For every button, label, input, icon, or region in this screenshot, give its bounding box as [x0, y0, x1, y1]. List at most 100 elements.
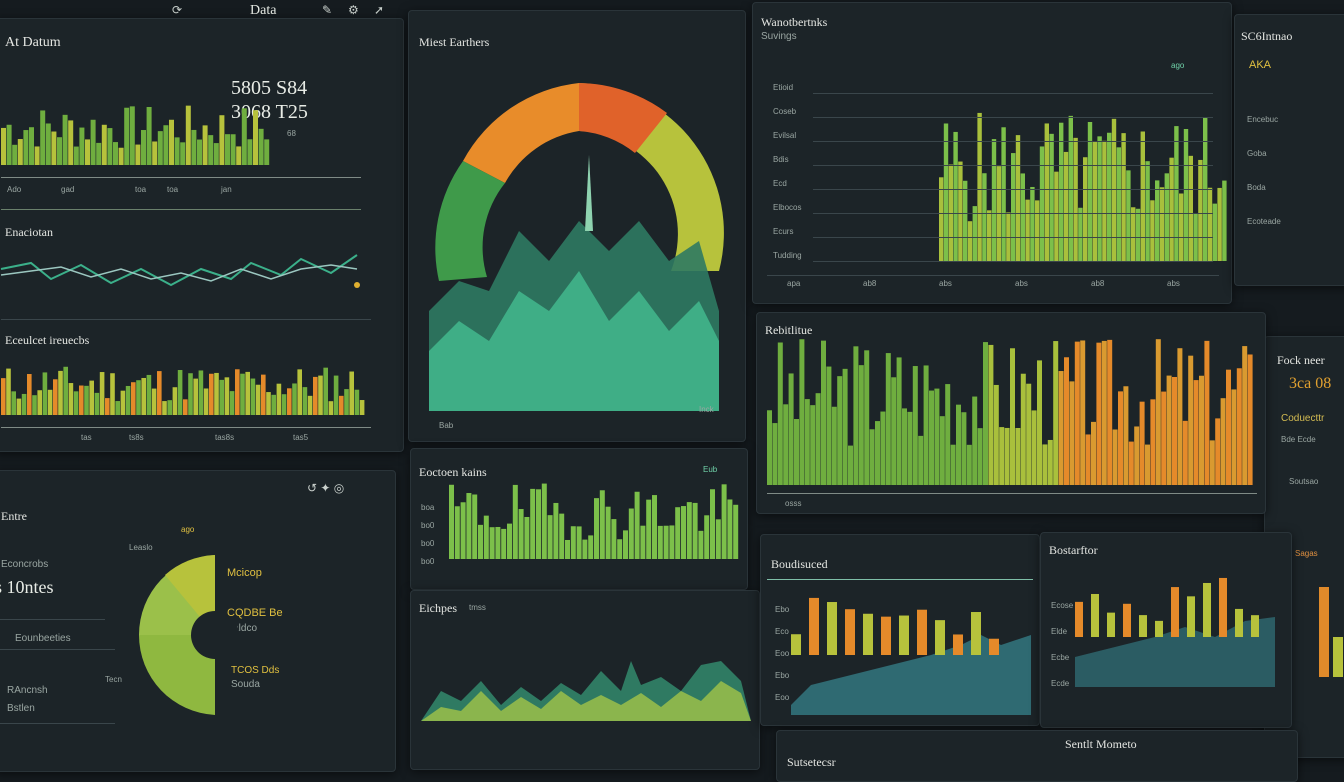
gauge-foot-left: Bab [439, 421, 454, 430]
label: Leaslo [129, 543, 153, 552]
chart-bar [1, 127, 6, 165]
chart-bar [1131, 207, 1136, 261]
grid-line [813, 117, 1213, 118]
activity-area-chart [421, 661, 751, 721]
chart-bar [582, 539, 588, 559]
chart-bar [1054, 171, 1059, 261]
chart-bar [1171, 587, 1179, 637]
chart-bar [1235, 608, 1243, 637]
panel-title: Entre [1, 509, 27, 523]
row-label: bo0 [421, 557, 435, 566]
chart-bar [821, 340, 826, 485]
label: TCOS Dds [231, 665, 280, 676]
chart-bar [287, 388, 292, 415]
chart-bar [297, 369, 302, 415]
chart-bar [1053, 341, 1059, 485]
chart-bar [863, 613, 873, 655]
chart-bar [989, 638, 999, 655]
chart-bar [934, 388, 940, 485]
chart-bar [681, 506, 686, 559]
pin-icon[interactable]: ➚ [374, 3, 385, 17]
chart-bar [966, 444, 972, 485]
row-label: Tudding [773, 251, 802, 260]
edit-icon[interactable]: ✎ [322, 3, 333, 17]
chart-bar [669, 525, 675, 559]
chart-bar [623, 530, 628, 559]
chart-bar [799, 339, 805, 485]
tag: AKA [1249, 59, 1272, 71]
chart-bar [1085, 434, 1091, 485]
chart-bar [977, 112, 982, 261]
chart-bar [219, 115, 225, 165]
chart-bar [23, 130, 29, 165]
chart-bar [349, 371, 354, 415]
chart-bar [961, 412, 967, 485]
chart-bar [1107, 339, 1113, 485]
chart-bar [972, 396, 978, 485]
chart-bar [1069, 381, 1075, 485]
label: CQDBE Be [227, 607, 283, 619]
chart-bar [559, 513, 565, 559]
chart-bar [489, 527, 495, 559]
chart-bar [1087, 122, 1093, 261]
chart-bar [40, 110, 46, 165]
chart-bar [1251, 615, 1259, 637]
chart-bar [219, 379, 224, 415]
panel-title: Fock neer [1277, 353, 1325, 367]
chart-bar [253, 110, 258, 165]
chart-bar [881, 616, 891, 655]
gauge-foot-right: Inck [699, 405, 714, 414]
section-title: Enaciotan [5, 225, 53, 239]
chart-bar [599, 490, 605, 559]
chart-bar [953, 634, 963, 655]
chart-bar [198, 370, 204, 415]
chart-bar [1247, 354, 1253, 485]
strip-right: Sentlt Mometo [1065, 737, 1137, 751]
chart-bar [1155, 620, 1163, 637]
chart-bar [939, 177, 944, 261]
chart-bar [131, 382, 136, 415]
chart-bar [247, 139, 253, 165]
chart-bar [188, 373, 193, 415]
chart-bar [6, 368, 11, 415]
area-bar-chart [939, 112, 1227, 262]
chart-bar [804, 399, 810, 485]
row-label: Elbocos [773, 203, 802, 212]
chart-bar [85, 139, 90, 165]
chart-bar [1226, 369, 1231, 485]
chart-bar [1015, 427, 1021, 485]
metric: s 10ntes [0, 577, 54, 597]
chart-bar [907, 411, 913, 485]
chart-bar [1182, 420, 1188, 485]
chart-bar [1049, 133, 1054, 261]
chart-bar [657, 525, 663, 559]
chart-bar [73, 391, 79, 415]
icons-row[interactable]: ↺ ✦ ◎ [307, 481, 345, 495]
chart-bar [1139, 401, 1145, 485]
tick: abs [1015, 279, 1028, 288]
chart-bar [1220, 398, 1226, 485]
chart-bar [912, 366, 918, 485]
refresh-icon[interactable]: ⟳ [172, 3, 183, 17]
row-label: Etioid [773, 83, 794, 92]
chart-bar [982, 173, 987, 261]
chart-bar [902, 408, 907, 485]
chart-bar [1116, 147, 1121, 261]
label: Eounbeeties [15, 633, 71, 644]
chart-bar [977, 428, 983, 485]
chart-bar [1058, 371, 1064, 485]
chart-bar [950, 444, 956, 485]
chart-bar [794, 419, 799, 485]
chart-bar [1091, 593, 1099, 637]
chart-bar [1107, 132, 1112, 261]
chart-bar [512, 484, 518, 559]
chart-bar [1174, 126, 1179, 262]
tick: Ado [7, 185, 22, 194]
chart-bar [281, 394, 287, 415]
chart-bar [1159, 187, 1165, 261]
chart-bar [1078, 207, 1083, 261]
chart-bar [225, 134, 230, 165]
chart-bar [501, 528, 507, 559]
panel-title: Eichpes [419, 601, 457, 615]
settings-icon[interactable]: ⚙ [348, 3, 359, 17]
